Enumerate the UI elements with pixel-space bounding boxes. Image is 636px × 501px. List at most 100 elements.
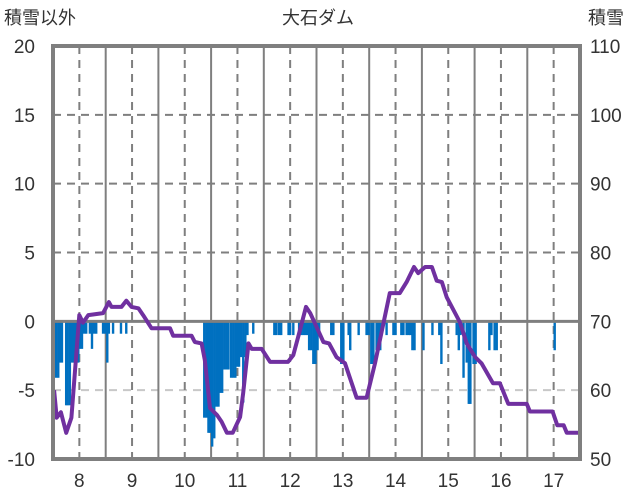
bar	[64, 321, 68, 406]
bar	[220, 321, 224, 393]
bar	[342, 321, 345, 365]
bar	[490, 321, 493, 336]
bar	[88, 321, 92, 334]
y-right-tick-label: 110	[590, 37, 620, 58]
bar	[90, 321, 94, 349]
bar	[225, 321, 228, 370]
bar	[409, 321, 412, 336]
y-right-tick-label: 80	[590, 244, 611, 265]
bar	[57, 321, 60, 378]
bar	[347, 321, 350, 336]
bar	[244, 321, 247, 358]
bar	[66, 321, 69, 406]
y-left-tick-label: 0	[24, 312, 35, 333]
bar	[431, 321, 434, 336]
bar	[229, 321, 233, 378]
bar	[68, 321, 72, 406]
bar	[236, 321, 239, 367]
bar	[287, 321, 290, 336]
bar	[119, 321, 123, 334]
x-tick-label: 9	[127, 471, 138, 492]
bar	[405, 321, 408, 336]
line-series	[52, 265, 580, 435]
x-tick-label: 14	[385, 471, 407, 492]
bar	[330, 321, 333, 336]
bar	[277, 321, 281, 336]
bar	[462, 321, 465, 378]
bar	[411, 321, 414, 351]
bar	[457, 321, 460, 351]
bar	[111, 321, 115, 334]
bar	[394, 321, 397, 336]
bar	[472, 321, 475, 365]
bar	[493, 321, 496, 351]
bar	[246, 321, 249, 336]
bar	[495, 321, 498, 351]
bar	[210, 321, 214, 447]
bar	[304, 321, 307, 336]
bar	[103, 321, 107, 334]
y-right-tick-label: 100	[590, 106, 622, 127]
plot-frame	[51, 44, 582, 461]
bar	[234, 321, 237, 378]
bar	[314, 321, 317, 365]
bar	[357, 321, 360, 336]
bar	[312, 321, 315, 365]
bar	[252, 321, 255, 334]
bar	[107, 321, 111, 334]
bar	[370, 321, 373, 365]
y-left-tick-label: 10	[14, 175, 35, 196]
bar	[407, 321, 410, 336]
bar	[92, 321, 96, 334]
bar	[438, 321, 441, 336]
bar	[208, 321, 212, 433]
plot-frame-group	[51, 44, 582, 461]
bar	[273, 321, 276, 336]
bar	[467, 321, 471, 404]
bar	[227, 321, 230, 370]
bar	[455, 321, 458, 336]
y-right-tick-label: 70	[590, 312, 611, 333]
bar	[413, 321, 416, 351]
bar	[292, 321, 295, 336]
bar	[70, 321, 74, 363]
bar	[553, 321, 556, 351]
bar	[101, 321, 105, 334]
gridlines	[53, 46, 580, 459]
y-left-tick-label: 15	[14, 106, 35, 127]
bar	[125, 321, 128, 334]
bar	[58, 321, 62, 363]
bar	[215, 321, 218, 407]
y-right-tick-label: 60	[590, 381, 611, 402]
bar	[85, 321, 88, 334]
bar-series	[52, 321, 556, 447]
bar	[223, 321, 226, 370]
y-left-tick-label: -5	[18, 381, 35, 402]
bar	[400, 321, 403, 336]
bar	[106, 321, 109, 363]
chart-title: 大石ダム	[282, 8, 354, 29]
snow-depth-line	[52, 265, 580, 435]
bar	[375, 321, 378, 351]
bar	[440, 321, 443, 365]
x-tick-label: 8	[74, 471, 85, 492]
bar	[372, 321, 375, 365]
bar	[275, 321, 278, 336]
bar	[340, 321, 343, 365]
bar	[422, 321, 425, 351]
bar	[54, 321, 58, 378]
x-tick-label: 15	[438, 471, 459, 492]
bar	[349, 321, 352, 351]
bar	[80, 321, 84, 349]
y-left-tick-label: -10	[8, 450, 35, 471]
x-tick-label: 13	[332, 471, 353, 492]
bar	[82, 321, 86, 334]
bar	[60, 321, 64, 363]
bar	[302, 321, 305, 336]
bar	[402, 321, 405, 336]
bar	[385, 321, 388, 336]
bar	[307, 321, 311, 351]
bar	[474, 321, 477, 365]
